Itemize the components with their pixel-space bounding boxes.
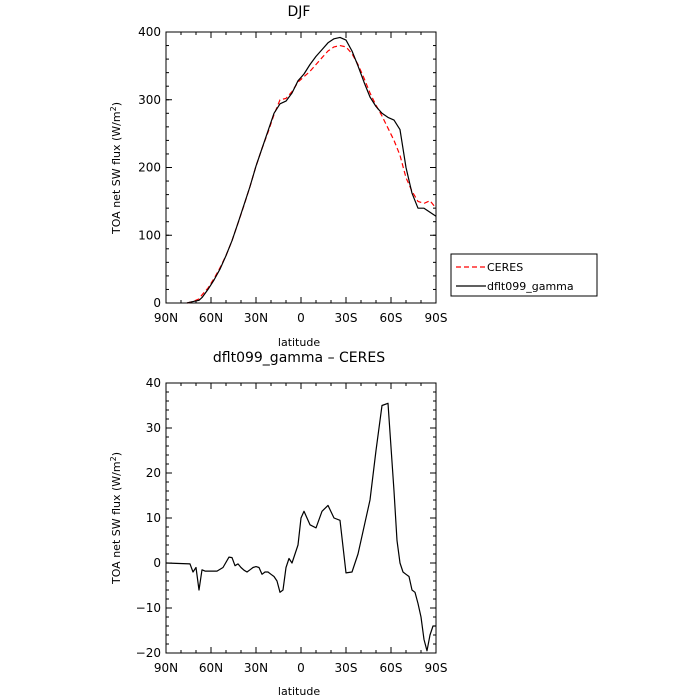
bottom-x-tick-label: 0 [297, 661, 305, 675]
bottom-y-tick-label: 0 [153, 556, 161, 570]
bottom-x-tick-label: 60S [380, 661, 403, 675]
bottom-series [165, 402, 436, 652]
bottom-x-tick-label: 90N [154, 661, 178, 675]
top-y-tick-label: 400 [138, 25, 161, 39]
top-x-tick-label: 0 [297, 311, 305, 325]
bottom-y-axis-label: TOA net SW flux (W/m2) [109, 452, 124, 585]
bottom-x-tick-label: 60N [199, 661, 223, 675]
top-y-tick-label: 100 [138, 228, 161, 242]
bottom-y-axis-label-main: TOA net SW flux (W/m [110, 461, 123, 585]
bottom-series-line-diff [165, 402, 436, 652]
top-y-tick-label: 0 [153, 296, 161, 310]
top-x-tick-label: 30S [335, 311, 358, 325]
top-x-tick-label: 30N [244, 311, 268, 325]
bottom-x-tick-label: 30N [244, 661, 268, 675]
bottom-panel: dflt099_gamma – CERES 90N 60N 30N 0 30S 60S 90… [109, 350, 448, 698]
legend-box [450, 253, 598, 297]
top-y-axis-label-sup: 2 [109, 106, 118, 111]
bottom-y-axis-label-sup: 2 [109, 456, 118, 461]
top-y-axis-label-main: TOA net SW flux (W/m [110, 111, 123, 235]
top-x-tick-label: 60S [380, 311, 403, 325]
top-axes: 90N 60N 30N 0 30S 60S 90S 0 100 200 300 400 [138, 25, 447, 325]
bottom-y-tick-label: 40 [146, 376, 161, 390]
bottom-y-tick-label: −20 [136, 646, 161, 660]
top-y-axis-label: TOA net SW flux (W/m2) [109, 102, 124, 235]
bottom-y-tick-label: −10 [136, 601, 161, 615]
top-series-line-dflt099-gamma [186, 36, 437, 304]
bottom-x-axis-label: latitude [278, 685, 320, 698]
top-x-tick-label: 90S [425, 311, 448, 325]
bottom-y-axis-label-end: ) [110, 452, 123, 456]
top-plot-frame [165, 31, 437, 304]
top-panel: DJF 90N 60N 30N 0 30S 60S 90S 0 100 200 300 400 lat… [109, 4, 448, 349]
top-x-axis-label: latitude [278, 336, 320, 349]
top-y-tick-label: 200 [138, 161, 161, 175]
top-y-axis-label-end: ) [110, 102, 123, 106]
legend: CERES dflt099_gamma [450, 253, 598, 297]
top-x-tick-label: 90N [154, 311, 178, 325]
legend-label-dflt099-gamma: dflt099_gamma [487, 280, 574, 293]
bottom-axes: 90N 60N 30N 0 30S 60S 90S −20 −10 0 10 20 30 40 [136, 376, 448, 675]
legend-label-ceres: CERES [487, 261, 523, 274]
bottom-y-tick-label: 20 [146, 466, 161, 480]
top-chart-title: DJF [288, 4, 311, 20]
bottom-y-tick-label: 30 [146, 421, 161, 435]
top-series-line-ceres [186, 44, 437, 304]
bottom-x-tick-label: 30S [335, 661, 358, 675]
bottom-x-tick-label: 90S [425, 661, 448, 675]
top-series [186, 36, 437, 304]
bottom-chart-title: dflt099_gamma – CERES [213, 350, 385, 366]
bottom-y-tick-label: 10 [146, 511, 161, 525]
top-x-tick-label: 60N [199, 311, 223, 325]
top-y-tick-label: 300 [138, 93, 161, 107]
